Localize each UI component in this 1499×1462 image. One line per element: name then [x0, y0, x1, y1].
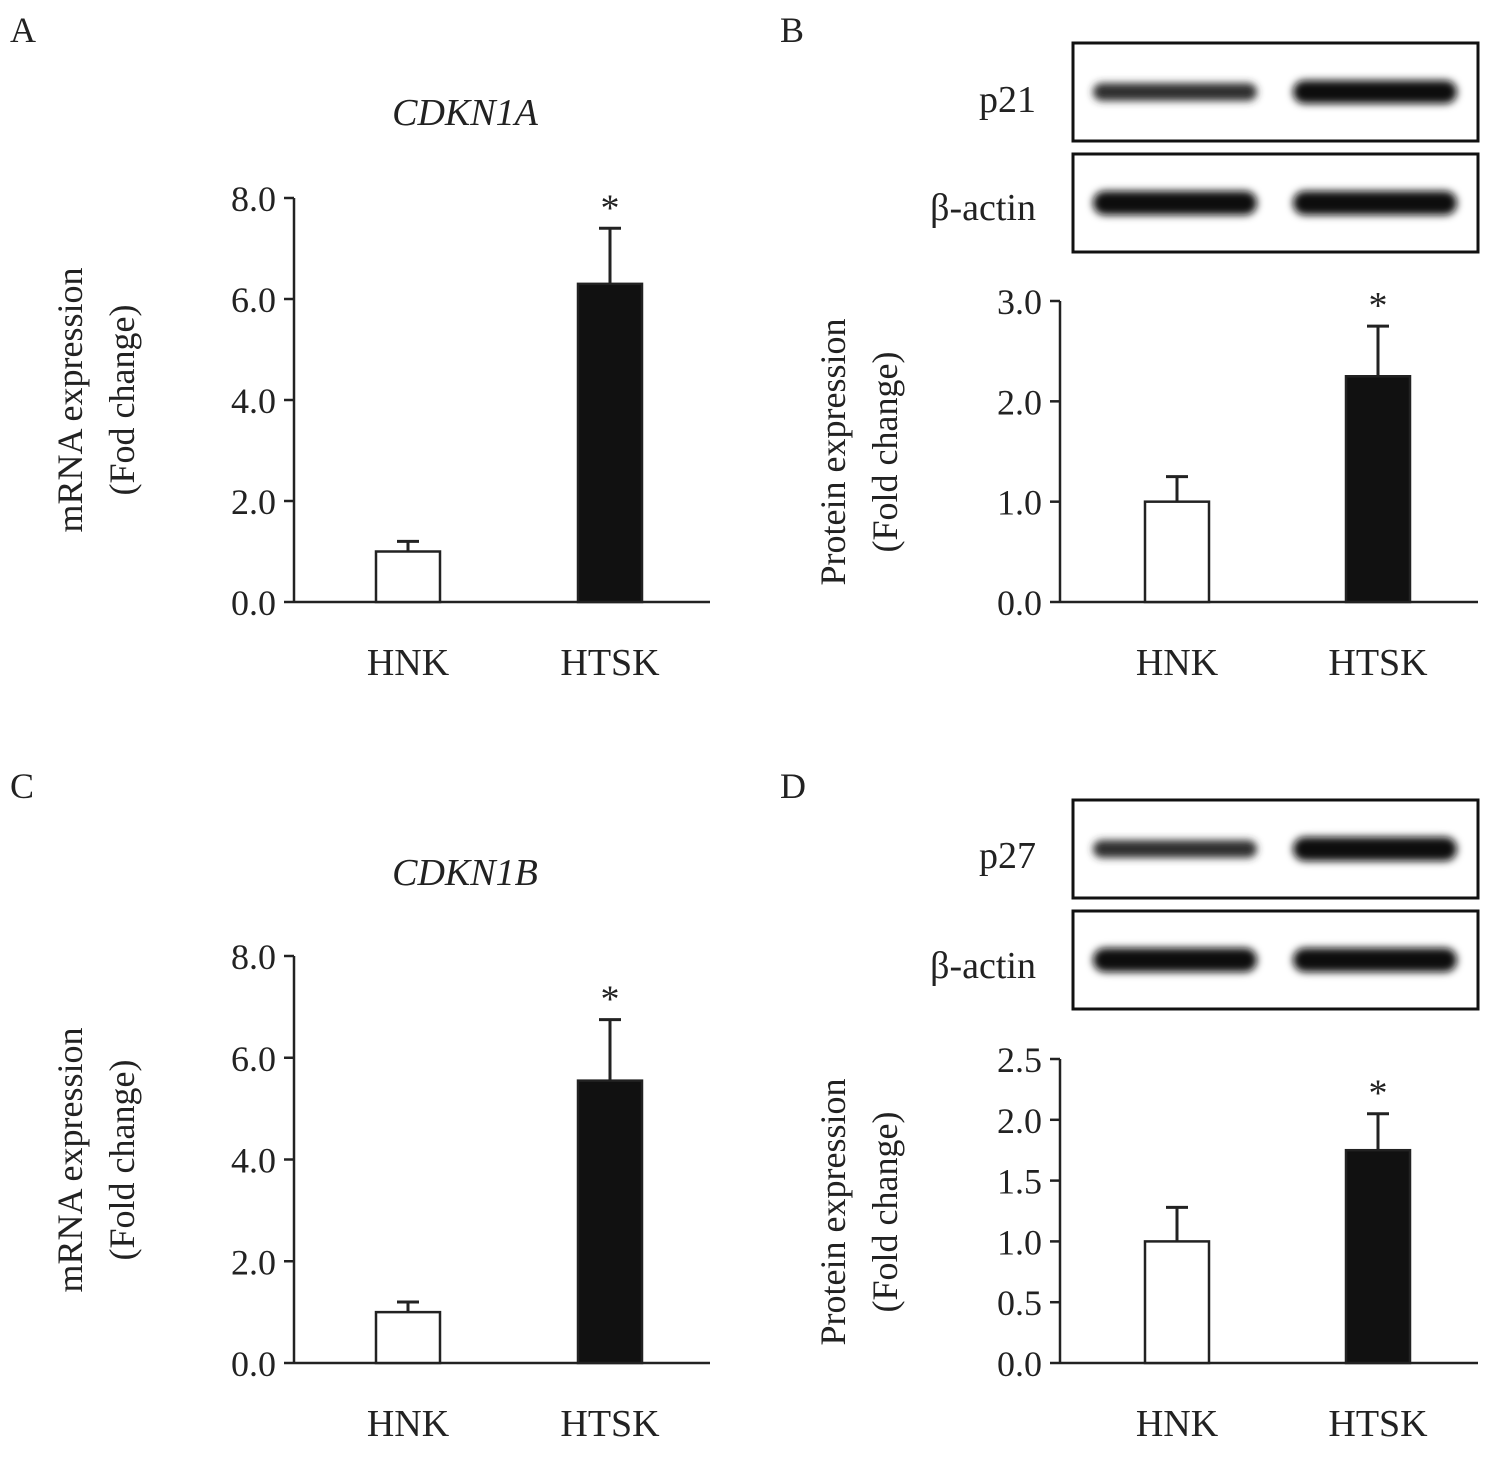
chart-d-category-label: HNK [1136, 1403, 1219, 1445]
chart-d-ytick-label: 2.0 [997, 1101, 1042, 1141]
chart-b-ylabel: Protein expression (Fold change) [813, 319, 905, 586]
chart-d-ytick-label: 2.5 [997, 1040, 1042, 1080]
chart-a: 0.0 2.0 4.0 6.0 8.0 HNK * HTSK [231, 179, 710, 684]
chart-c-ytick-label: 6.0 [231, 1039, 276, 1079]
chart-c: 0.0 2.0 4.0 6.0 8.0 HNK * HTSK [231, 937, 710, 1445]
chart-c-category-label: HNK [367, 1403, 450, 1445]
chart-d-ylabel: Protein expression (Fold change) [813, 1079, 905, 1346]
chart-b-significance-marker: * [1369, 285, 1388, 327]
chart-b-ytick-label: 3.0 [997, 282, 1042, 322]
chart-d: 0.0 0.5 1.0 1.5 2.0 2.5 HNK * HTSK [997, 1040, 1478, 1445]
blot-b-row-label-0: p21 [979, 79, 1036, 121]
chart-c-ytick-label: 8.0 [231, 937, 276, 977]
chart-b-category-label: HNK [1136, 642, 1219, 684]
blot-b: p21 β-actin [930, 41, 1480, 254]
chart-d-ylabel-line1: Protein expression [813, 1079, 853, 1346]
chart-b-ylabel-line1: Protein expression [813, 319, 853, 586]
chart-a-ytick-label: 6.0 [231, 280, 276, 320]
blot-b-band [1093, 191, 1257, 215]
chart-d-ytick-label: 1.0 [997, 1222, 1042, 1262]
blot-b-band [1293, 80, 1457, 104]
chart-d-ytick-label: 0.5 [997, 1283, 1042, 1323]
chart-a-ylabel: mRNA expression (Fod change) [50, 268, 142, 533]
blot-d-row-label-0: p27 [979, 835, 1036, 877]
chart-b: 0.0 1.0 2.0 3.0 HNK * HTSK [997, 282, 1478, 684]
chart-d-bar-htsk [1344, 1148, 1412, 1365]
chart-c-ylabel-line1: mRNA expression [50, 1028, 90, 1293]
blot-b-band [1093, 83, 1257, 101]
chart-a-bar-hnk [374, 550, 442, 604]
chart-c-bar-htsk [576, 1079, 644, 1365]
chart-a-ytick-label: 0.0 [231, 583, 276, 623]
chart-b-ytick-label: 0.0 [997, 583, 1042, 623]
chart-a-bar-htsk [576, 282, 644, 604]
blot-d-band [1093, 948, 1257, 972]
chart-b-ytick-label: 1.0 [997, 483, 1042, 523]
chart-a-ytick-label: 4.0 [231, 381, 276, 421]
chart-c-title: CDKN1B [392, 852, 538, 894]
chart-b-ytick-label: 2.0 [997, 382, 1042, 422]
chart-b-bar-hnk [1143, 500, 1211, 604]
panel-label-a: A [10, 10, 36, 50]
blot-d-band [1293, 948, 1457, 972]
chart-a-title: CDKN1A [392, 92, 538, 134]
blot-d: p27 β-actin [930, 798, 1480, 1011]
chart-d-ylabel-line2: (Fold change) [865, 1112, 905, 1313]
chart-c-category-label: HTSK [560, 1403, 660, 1445]
chart-a-ytick-label: 2.0 [231, 482, 276, 522]
chart-c-ytick-label: 4.0 [231, 1141, 276, 1181]
panel-label-c: C [10, 766, 34, 806]
chart-b-category-label: HTSK [1328, 642, 1428, 684]
blot-b-row-label-1: β-actin [930, 187, 1036, 229]
chart-a-category-label: HTSK [560, 642, 660, 684]
chart-a-significance-marker: * [601, 187, 620, 229]
panel-label-d: D [780, 766, 806, 806]
blot-d-band [1093, 840, 1257, 858]
chart-d-bar-hnk [1143, 1240, 1211, 1365]
chart-c-ylabel: mRNA expression (Fold change) [50, 1028, 142, 1293]
chart-d-ytick-label: 1.5 [997, 1162, 1042, 1202]
chart-c-significance-marker: * [601, 979, 620, 1021]
chart-b-ylabel-line2: (Fold change) [865, 352, 905, 553]
blot-d-band [1293, 837, 1457, 861]
chart-d-significance-marker: * [1369, 1073, 1388, 1115]
chart-b-bar-htsk [1344, 375, 1412, 604]
chart-c-bar-hnk [374, 1310, 442, 1365]
chart-a-category-label: HNK [367, 642, 450, 684]
blot-b-band [1293, 191, 1457, 215]
blot-d-row-label-1: β-actin [930, 945, 1036, 987]
chart-a-ylabel-line1: mRNA expression [50, 268, 90, 533]
chart-d-category-label: HTSK [1328, 1403, 1428, 1445]
panel-label-b: B [780, 10, 804, 50]
chart-d-ytick-label: 0.0 [997, 1344, 1042, 1384]
chart-c-ylabel-line2: (Fold change) [102, 1060, 142, 1261]
chart-c-ytick-label: 2.0 [231, 1242, 276, 1282]
chart-a-ylabel-line2: (Fod change) [102, 305, 142, 496]
chart-c-ytick-label: 0.0 [231, 1344, 276, 1384]
chart-a-ytick-label: 8.0 [231, 179, 276, 219]
